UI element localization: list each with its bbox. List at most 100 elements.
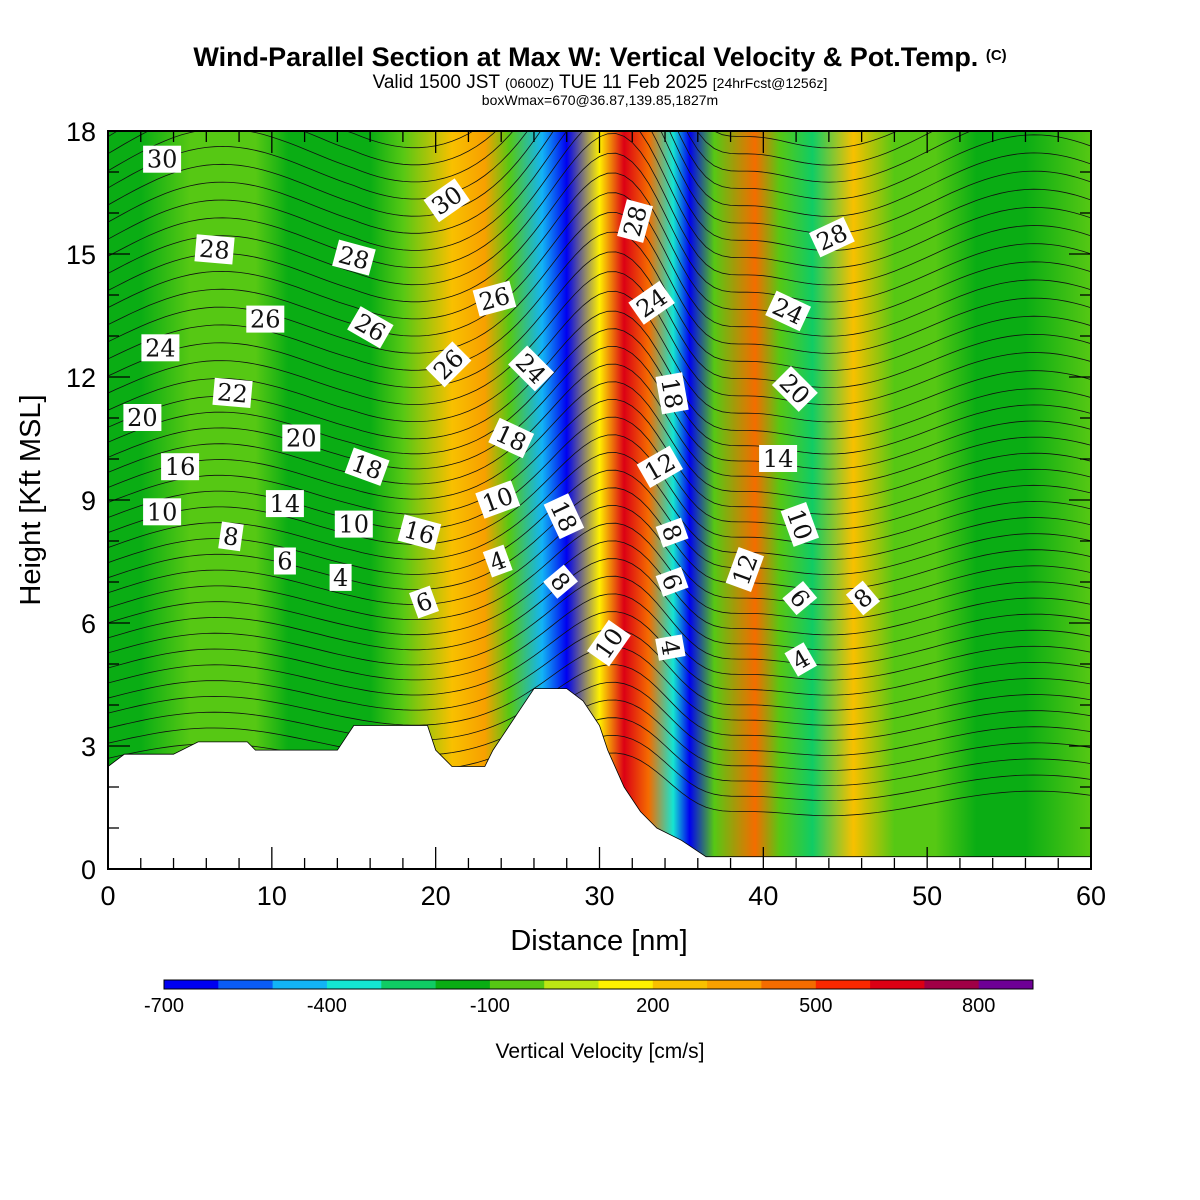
- theta-contour-line: [108, 328, 1091, 455]
- theta-contour-line: [108, 558, 1091, 651]
- theta-label-box: [397, 514, 442, 551]
- theta-label-box: [655, 634, 686, 661]
- x-tick-label: 10: [257, 881, 287, 911]
- theta-label-text: 14: [763, 445, 794, 473]
- theta-label-box: [273, 547, 296, 575]
- theta-label-box: [329, 563, 352, 591]
- theta-label-text: 10: [339, 511, 370, 539]
- theta-label-box: [475, 480, 521, 519]
- y-axis-label: Height [Kft MSL]: [15, 394, 47, 605]
- colorbar-swatch: [435, 980, 491, 989]
- theta-contour-line: [108, 575, 1091, 666]
- theta-contour-line: [108, 131, 1091, 252]
- theta-label-box: [482, 544, 513, 578]
- y-tick-label: 3: [81, 732, 96, 762]
- theta-contour-line: [108, 363, 1091, 485]
- colorbar-swatch: [326, 980, 382, 989]
- theta-label: 4: [482, 544, 513, 578]
- theta-label-text: 22: [216, 378, 249, 409]
- colorbar-swatch: [652, 980, 708, 989]
- theta-contour-line: [108, 664, 1091, 741]
- theta-label-box: [143, 498, 182, 526]
- theta-label-text: 16: [165, 453, 196, 481]
- theta-contour-line: [411, 131, 838, 132]
- y-tick-labels: 0 3 6 9 12 15 18: [66, 117, 96, 885]
- theta-label: 16: [161, 453, 200, 481]
- y-tick-label: 15: [66, 240, 96, 270]
- theta-label-text: 4: [655, 638, 685, 658]
- theta-contour-line: [108, 131, 1091, 269]
- theta-label-box: [282, 424, 321, 452]
- x-tick-label: 30: [584, 881, 614, 911]
- theta-label-box: [161, 453, 200, 481]
- theta-label-box: [246, 305, 285, 333]
- y-tick-label: 9: [81, 486, 96, 516]
- theta-contour-line: [108, 505, 1091, 606]
- theta-label-box: [472, 280, 517, 317]
- box-info: boxWmax=670@36.87,139.85,1827m: [481, 92, 719, 108]
- colorbar-swatch: [707, 980, 762, 989]
- theta-label-box: [845, 580, 881, 616]
- theta-label-box: [409, 585, 439, 619]
- theta-label-text: 18: [655, 376, 688, 411]
- colorbar-swatch: [761, 980, 817, 989]
- theta-label-text: 20: [286, 425, 317, 453]
- theta-label-box: [636, 445, 684, 488]
- colorbar-swatch: [164, 980, 219, 989]
- theta-label-box: [628, 280, 675, 325]
- theta-label: 20: [282, 424, 321, 453]
- theta-label: 8: [655, 517, 689, 548]
- theta-label: 10: [475, 480, 521, 519]
- colorbar-swatch: [924, 980, 980, 989]
- x-tick-label: 40: [748, 881, 778, 911]
- theta-label: 4: [655, 634, 686, 661]
- theta-label-box: [617, 199, 653, 243]
- colorbar-tick-labels: -700 -400 -100 200 500 800: [144, 995, 995, 1017]
- colorbar-swatch: [489, 980, 545, 989]
- theta-contour-line: [108, 0, 1091, 97]
- theta-label-box: [655, 372, 689, 415]
- theta-contour-line: [108, 540, 1091, 636]
- x-axis-label: Distance [nm]: [510, 925, 687, 957]
- theta-label-text: 4: [333, 564, 348, 592]
- theta-label: 6: [409, 585, 439, 619]
- colorbar-tick-label: 800: [962, 995, 995, 1017]
- copyright-mark: (C): [985, 47, 1007, 64]
- theta-label: 8: [218, 521, 244, 552]
- x-tick-label: 0: [100, 881, 115, 911]
- theta-label-box: [586, 619, 631, 667]
- theta-label: 28: [194, 234, 235, 265]
- theta-contour-line: [108, 399, 1091, 515]
- theta-label-box: [123, 404, 162, 431]
- theta-label-box: [218, 521, 244, 552]
- theta-label-text: 20: [127, 404, 158, 432]
- theta-label-box: [344, 447, 390, 486]
- colorbar-swatch: [598, 980, 654, 989]
- theta-label-text: 30: [147, 146, 178, 174]
- theta-label-text: 10: [147, 498, 178, 526]
- x-tick-label: 60: [1076, 881, 1106, 911]
- theta-contour-line: [108, 251, 1091, 389]
- theta-contour-line: [108, 131, 1091, 234]
- theta-label-box: [759, 445, 798, 472]
- colorbar-tick-label: -100: [470, 995, 510, 1017]
- theta-contour-line: [108, 192, 1091, 337]
- theta-contour-line: [108, 522, 1091, 621]
- theta-label-box: [141, 334, 180, 362]
- colorbar-swatch: [218, 980, 274, 989]
- theta-label: 10: [334, 510, 373, 539]
- theta-label: 18: [655, 372, 689, 415]
- theta-contour-line: [108, 131, 899, 149]
- valid-time: Valid 1500 JST (0600Z) TUE 11 Feb 2025 […: [372, 72, 828, 93]
- x-tick-label: 20: [421, 881, 451, 911]
- theta-label-box: [784, 642, 818, 677]
- theta-contour-line: [108, 628, 1091, 711]
- theta-label-box: [332, 239, 376, 276]
- y-tick-label: 18: [66, 117, 96, 147]
- theta-contour-line: [108, 0, 1091, 114]
- theta-label: 20: [123, 404, 162, 432]
- theta-contour-line: [108, 172, 1091, 320]
- theta-label: 14: [265, 490, 304, 518]
- theta-contour-line: [108, 152, 1091, 303]
- colorbar-label: Vertical Velocity [cm/s]: [496, 1040, 705, 1063]
